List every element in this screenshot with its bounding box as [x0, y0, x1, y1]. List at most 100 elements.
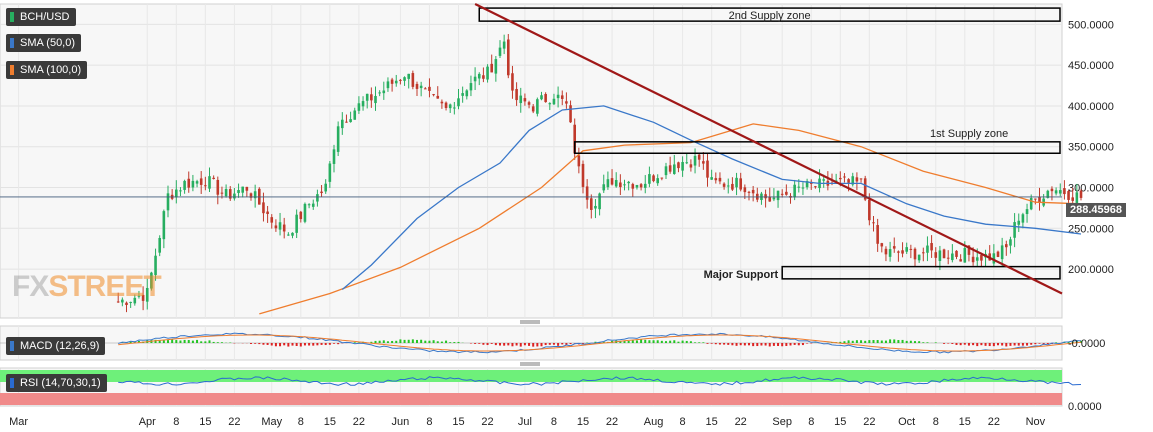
- macd-bar: [445, 340, 448, 343]
- rsi-label: RSI (14,70,30,1): [20, 377, 101, 389]
- candle-body: [540, 95, 543, 100]
- candle-body: [922, 252, 925, 254]
- candle-body: [498, 47, 502, 56]
- candle-body: [639, 184, 643, 188]
- candle-body: [884, 248, 888, 255]
- macd-bar: [797, 343, 800, 346]
- candle-body: [897, 251, 900, 253]
- trendline: [474, 3, 1063, 295]
- macd-bar: [494, 343, 497, 346]
- y-tick-label: 500.0000: [1068, 19, 1114, 31]
- macd-bar: [1021, 343, 1024, 346]
- rsi-legend[interactable]: RSI (14,70,30,1): [6, 374, 107, 392]
- x-tick-label: Mar: [9, 416, 28, 428]
- candle-body: [266, 211, 269, 215]
- candle-body: [581, 163, 585, 187]
- candle-body: [1013, 222, 1016, 238]
- candle-body: [324, 183, 327, 192]
- candle-body: [577, 155, 581, 167]
- candle-body: [233, 193, 236, 199]
- sma100-legend[interactable]: SMA (100,0): [6, 61, 88, 79]
- macd-bar: [1038, 343, 1041, 344]
- macd-bar: [424, 340, 427, 343]
- macd-bar: [266, 343, 269, 345]
- candle-body: [797, 186, 801, 188]
- candle-body: [851, 176, 855, 185]
- macd-resize-handle: [520, 320, 540, 324]
- candle-body: [892, 246, 896, 249]
- macd-bar: [926, 342, 929, 343]
- candle-body: [955, 250, 958, 257]
- macd-bar: [457, 341, 460, 343]
- macd-bar: [565, 343, 568, 346]
- symbol-legend[interactable]: BCH/USD: [6, 8, 76, 26]
- candle-body: [378, 92, 381, 94]
- rsi-y-tick: 0.0000: [1068, 401, 1102, 413]
- macd-bar: [407, 339, 410, 343]
- y-tick-label: 350.0000: [1068, 142, 1114, 154]
- candle-body: [606, 179, 610, 188]
- macd-legend[interactable]: MACD (12,26,9): [6, 337, 106, 355]
- candle-body: [316, 194, 319, 202]
- macd-bar: [748, 343, 750, 346]
- macd-bar: [324, 343, 327, 346]
- macd-bar: [918, 341, 921, 343]
- macd-bar: [561, 343, 564, 345]
- candle-body: [697, 154, 701, 160]
- macd-bar: [552, 343, 555, 345]
- rsi-line: [118, 376, 1082, 386]
- x-tick-label: 8: [173, 416, 179, 428]
- sma100-swatch: [10, 65, 14, 75]
- candle-body: [590, 198, 593, 210]
- candle-body: [1063, 188, 1066, 195]
- candle-body: [390, 79, 394, 84]
- candle-body: [735, 177, 738, 188]
- macd-bar: [469, 343, 472, 344]
- sma50-legend[interactable]: SMA (50,0): [6, 34, 82, 52]
- candle-body: [905, 247, 908, 252]
- candle-body: [345, 121, 348, 123]
- macd-bar: [665, 341, 667, 343]
- candle-body: [855, 177, 859, 182]
- macd-bar: [1017, 343, 1020, 346]
- x-tick-label: 22: [863, 416, 875, 428]
- macd-bar: [718, 343, 721, 345]
- macd-bar: [1046, 343, 1049, 345]
- macd-bar: [988, 343, 991, 347]
- supply-zone-label: 1st Supply zone: [930, 128, 1008, 140]
- macd-bar: [548, 343, 551, 345]
- sma100-label: SMA (100,0): [20, 64, 82, 76]
- candle-body: [519, 95, 523, 104]
- candle-body: [220, 192, 224, 194]
- candle-body: [743, 187, 747, 193]
- macd-bar: [399, 339, 402, 343]
- macd-bar: [644, 339, 647, 343]
- candle-body: [278, 222, 282, 230]
- candle-body: [469, 83, 473, 91]
- macd-swatch: [10, 341, 14, 351]
- candle-body: [133, 297, 137, 304]
- current-price-label: 288.45968: [1066, 203, 1126, 217]
- candle-body: [714, 178, 718, 181]
- supply-zone-box: [573, 141, 1061, 155]
- macd-bar: [652, 340, 655, 343]
- candle-body: [1034, 198, 1037, 200]
- candle-body: [349, 119, 352, 123]
- candle-body: [951, 253, 954, 261]
- macd-bar: [1034, 343, 1037, 345]
- price-panel: [0, 3, 1063, 319]
- candle-body: [693, 155, 697, 166]
- candle-body: [942, 249, 946, 259]
- macd-bar: [963, 343, 966, 345]
- candle-body: [805, 181, 809, 188]
- macd-bar: [171, 339, 174, 343]
- macd-bar: [640, 339, 643, 343]
- candle-body: [980, 255, 983, 261]
- macd-bar: [673, 340, 676, 343]
- macd-bar: [291, 343, 294, 346]
- macd-bar: [756, 343, 759, 347]
- macd-line: [118, 332, 1082, 354]
- candle-body: [121, 299, 124, 303]
- candle-body: [1067, 191, 1070, 200]
